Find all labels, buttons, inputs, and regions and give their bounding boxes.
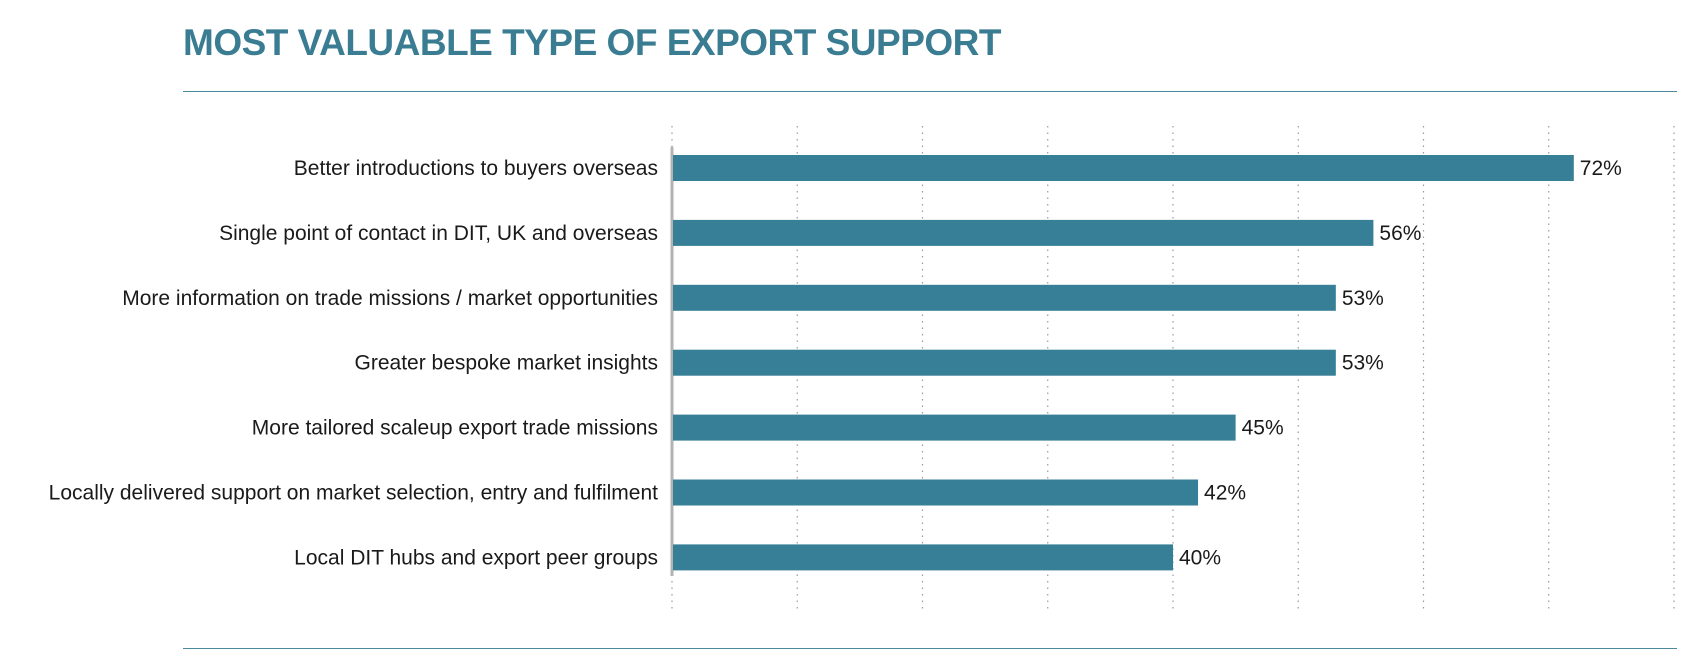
bar	[673, 479, 1199, 506]
value-label: 45%	[1242, 417, 1284, 440]
category-label: More tailored scaleup export trade missi…	[252, 417, 658, 440]
category-label: Single point of contact in DIT, UK and o…	[219, 222, 658, 245]
value-labels: 72% 56% 53% 53% 45% 42% 40%	[1179, 157, 1622, 569]
value-label: 40%	[1179, 546, 1221, 569]
bottom-divider	[183, 648, 1677, 649]
category-label: Local DIT hubs and export peer groups	[294, 546, 658, 569]
category-label: More information on trade missions / mar…	[122, 287, 658, 310]
chart-title: MOST VALUABLE TYPE OF EXPORT SUPPORT	[183, 22, 1002, 63]
category-label: Locally delivered support on market sele…	[49, 482, 658, 505]
value-label: 56%	[1379, 222, 1421, 245]
category-label: Better introductions to buyers overseas	[294, 157, 658, 180]
bar	[673, 155, 1574, 181]
value-label: 72%	[1580, 157, 1622, 180]
bar	[673, 219, 1374, 246]
category-label: Greater bespoke market insights	[355, 352, 658, 375]
top-divider	[183, 91, 1677, 92]
category-labels: Better introductions to buyers overseas S…	[49, 157, 658, 569]
bar	[673, 349, 1336, 376]
value-label: 53%	[1342, 352, 1384, 375]
bar	[673, 284, 1336, 311]
bar	[673, 414, 1236, 441]
value-label: 53%	[1342, 287, 1384, 310]
bar	[673, 544, 1173, 571]
value-label: 42%	[1204, 482, 1246, 505]
bars	[673, 155, 1574, 571]
